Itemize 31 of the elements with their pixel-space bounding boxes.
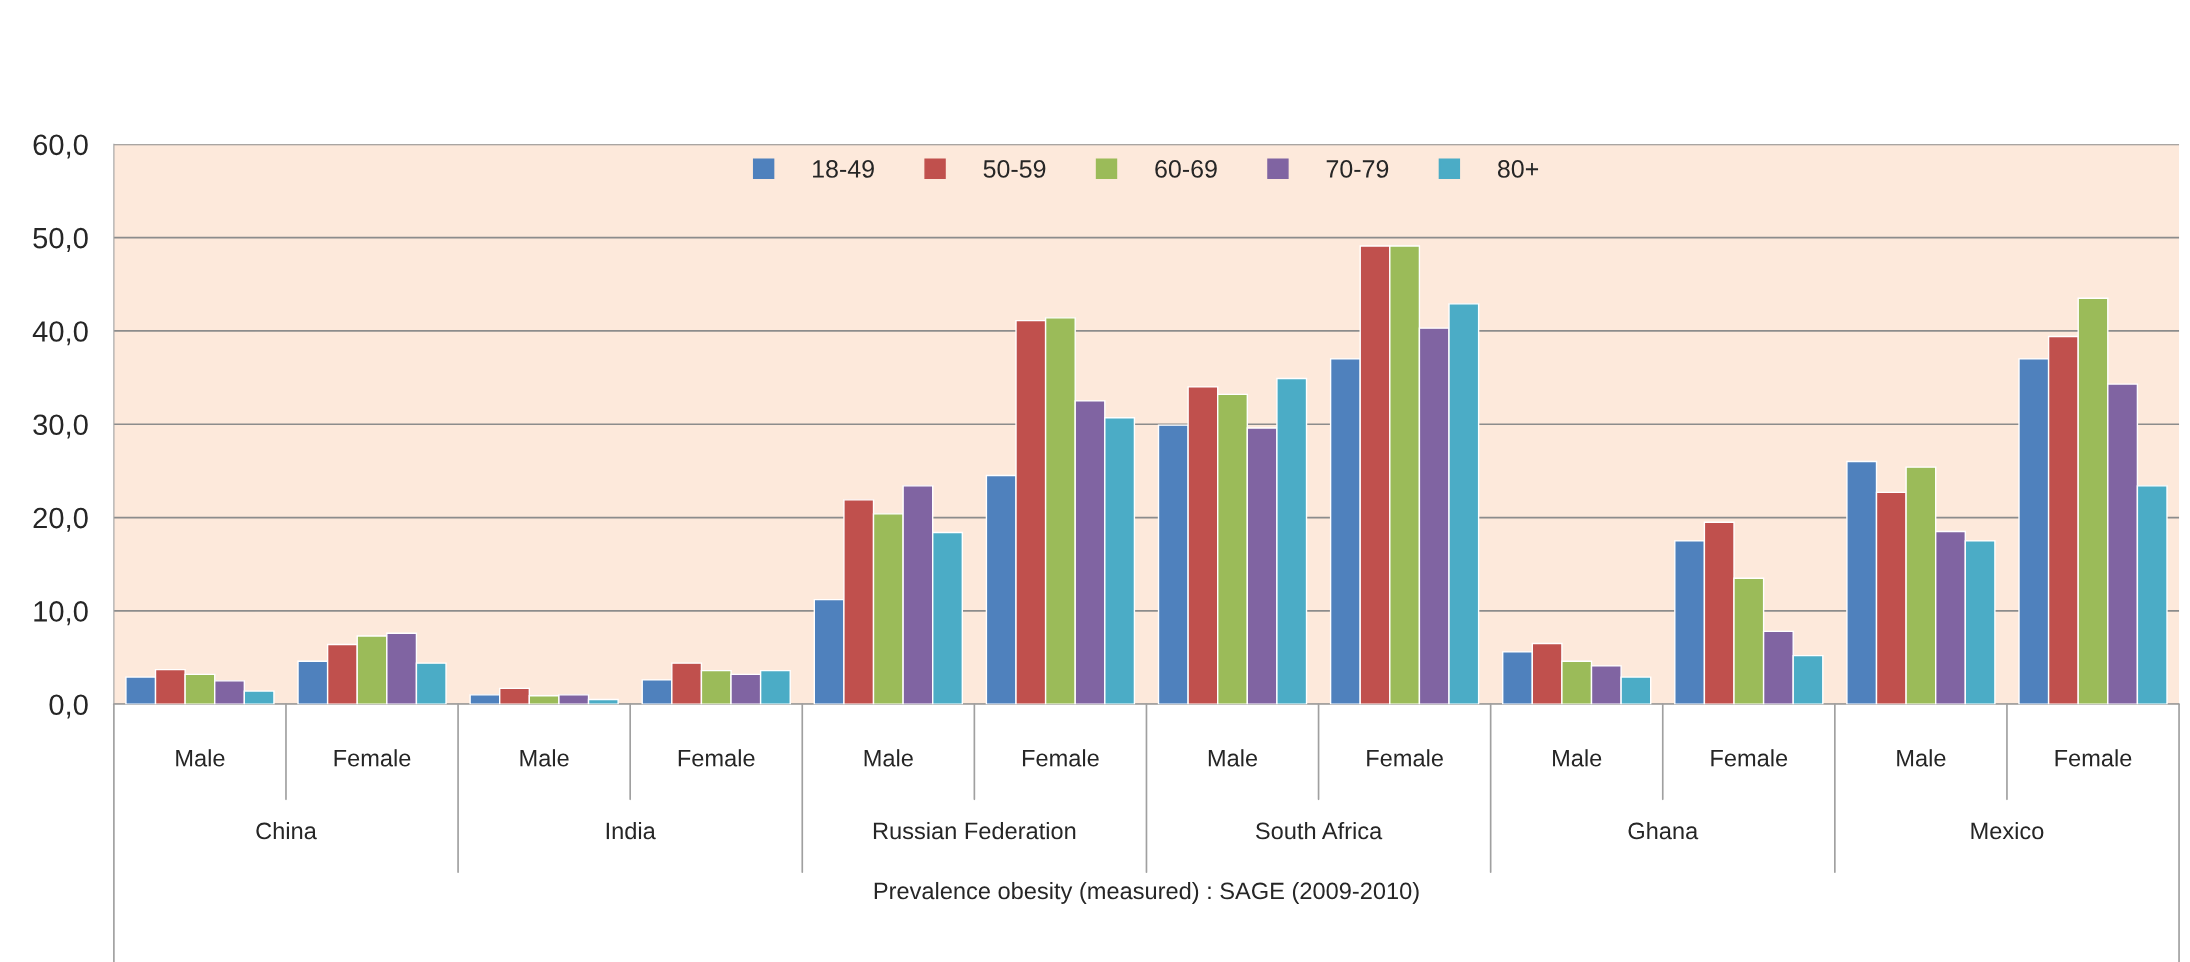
x-tick-label: Female bbox=[2055, 749, 2132, 767]
legend-label: 70-79 bbox=[1326, 160, 1389, 178]
x-tick-label: Male bbox=[864, 749, 913, 767]
x-tick-label: Male bbox=[1897, 749, 1946, 767]
x-axis-title: Prevalence obesity (measured) : SAGE (2009-2010) bbox=[874, 881, 1419, 904]
x-tick-label: Female bbox=[678, 749, 755, 767]
y-tick-label: 10,0 bbox=[34, 601, 88, 626]
text: China bbox=[256, 821, 317, 840]
y-tick-label: 40,0 bbox=[32, 321, 88, 346]
x-tick-label: Female bbox=[1367, 749, 1443, 767]
text: Ghana bbox=[1628, 821, 1699, 840]
text: Russian Federation bbox=[873, 821, 1076, 840]
x-tick-label: Male bbox=[520, 749, 569, 767]
legend-label: 50-59 bbox=[983, 160, 1046, 178]
x-tick-label: Male bbox=[176, 749, 225, 767]
text: India bbox=[606, 821, 656, 840]
y-tick-label: 50,0 bbox=[33, 227, 88, 252]
x-tick-label: Male bbox=[1553, 749, 1602, 767]
x-tick-label: Female bbox=[1711, 749, 1788, 767]
text: South Africa bbox=[1255, 821, 1383, 840]
x-tick-label: Male bbox=[1208, 749, 1258, 767]
y-tick-label: 30,0 bbox=[33, 414, 88, 439]
legend-label: 80+ bbox=[1497, 160, 1539, 178]
legend-label: 18-49 bbox=[813, 160, 874, 178]
legend-label: 60-69 bbox=[1155, 160, 1217, 178]
y-tick-label: 60,0 bbox=[33, 134, 88, 159]
y-tick-label: 20,0 bbox=[33, 507, 88, 532]
text: Mexico bbox=[1971, 821, 2044, 840]
y-tick-label: 0,0 bbox=[49, 694, 88, 719]
x-tick-label: Female bbox=[1022, 749, 1099, 767]
x-tick-label: Female bbox=[334, 749, 411, 767]
